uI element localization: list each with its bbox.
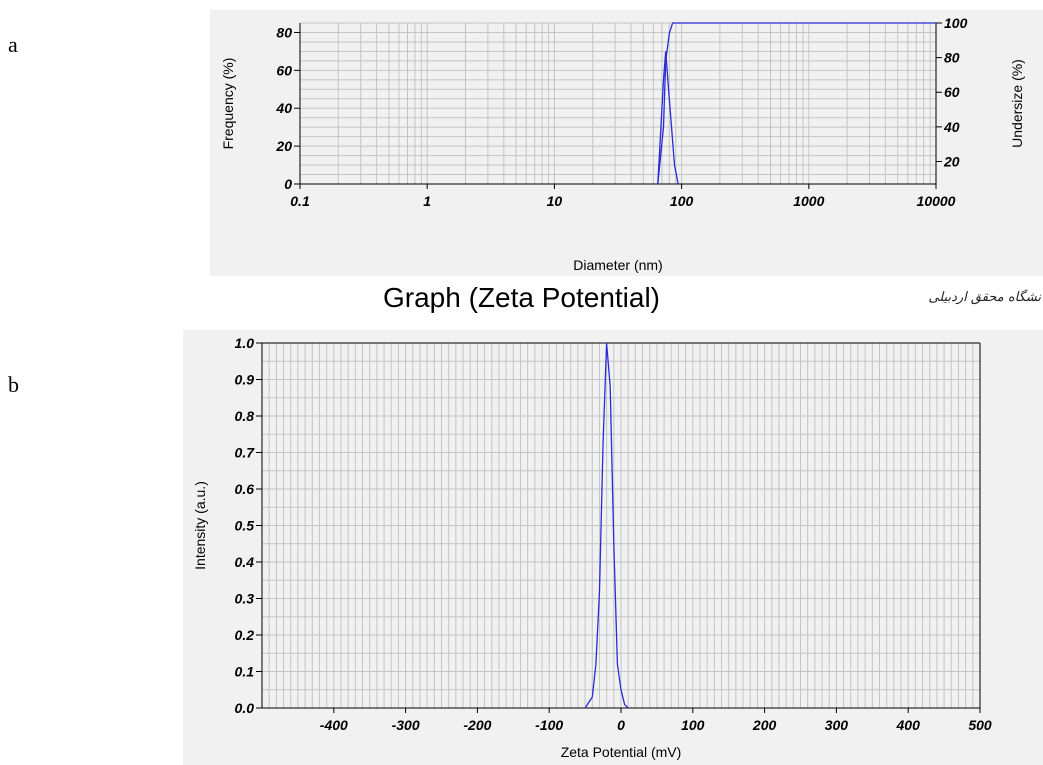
y-tick-label: 0.2 — [235, 627, 255, 643]
x-tick-label: 200 — [752, 717, 777, 733]
y-tick-label: 0.0 — [235, 700, 255, 716]
y-tick-label: 1.0 — [235, 335, 255, 351]
undersize-series-line — [657, 22, 936, 185]
y2-axis-label: Undersize (%) — [1009, 59, 1025, 148]
x-tick-label: -300 — [392, 717, 420, 733]
y-tick-label: 0.6 — [235, 481, 255, 497]
panel-label-a: a — [8, 32, 18, 57]
x-tick-label: 1000 — [793, 193, 824, 209]
y2-tick-label: 40 — [943, 119, 960, 135]
panel-label-b: b — [8, 372, 19, 397]
x-tick-label: 10000 — [917, 193, 956, 209]
x-tick-label: 400 — [896, 717, 921, 733]
y-tick-label: 40 — [275, 100, 292, 116]
x-axis-label: Zeta Potential (mV) — [561, 744, 682, 760]
x-tick-label: 100 — [670, 193, 694, 209]
frequency-series-line — [657, 51, 679, 185]
x-tick-label: -200 — [463, 717, 491, 733]
x-tick-label: 500 — [968, 717, 992, 733]
x-axis-label: Diameter (nm) — [573, 257, 662, 273]
y-tick-label: 0.8 — [235, 408, 255, 424]
x-tick-label: 0 — [617, 717, 625, 733]
y-tick-label: 20 — [275, 138, 292, 154]
x-tick-label: -400 — [320, 717, 348, 733]
chart-b-title: Graph (Zeta Potential) — [382, 282, 661, 313]
y-tick-label: 0.3 — [235, 591, 255, 607]
chart-a-background — [210, 10, 1043, 276]
x-tick-label: 10 — [547, 193, 563, 209]
y2-tick-label: 100 — [944, 15, 968, 31]
y-tick-label: 0 — [284, 176, 292, 192]
y2-tick-label: 80 — [944, 50, 960, 66]
y-tick-label: 0.4 — [235, 554, 255, 570]
y-tick-label: 0.7 — [235, 445, 256, 461]
y-axis-label: Intensity (a.u.) — [192, 481, 208, 570]
y-tick-label: 60 — [276, 62, 292, 78]
x-tick-label: 1 — [423, 193, 431, 209]
watermark-text: نشگاه محقق اردبیلی — [928, 290, 1041, 305]
intensity-series-line — [584, 342, 629, 709]
y-tick-label: 0.9 — [235, 372, 255, 388]
x-tick-label: 300 — [825, 717, 849, 733]
y2-tick-label: 60 — [944, 84, 960, 100]
y2-tick-label: 20 — [943, 153, 960, 169]
x-tick-label: 0.1 — [290, 193, 310, 209]
x-tick-label: -100 — [535, 717, 563, 733]
y-tick-label: 0.5 — [235, 518, 255, 534]
y-axis-label: Frequency (%) — [220, 58, 236, 150]
y-tick-label: 80 — [276, 24, 292, 40]
y-tick-label: 0.1 — [235, 664, 255, 680]
x-tick-label: 100 — [681, 717, 705, 733]
